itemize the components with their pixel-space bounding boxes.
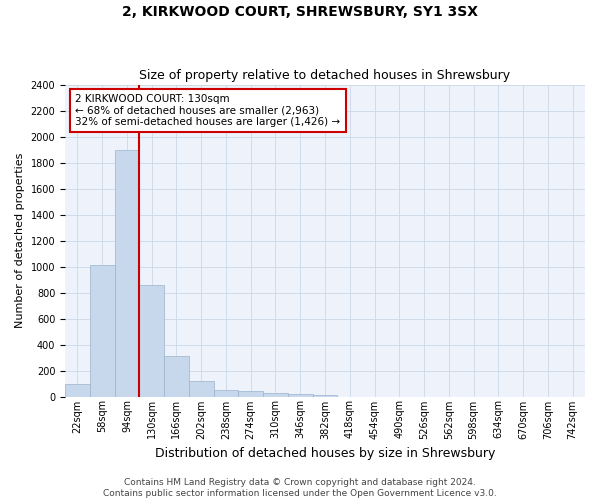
Y-axis label: Number of detached properties: Number of detached properties xyxy=(15,153,25,328)
Bar xyxy=(164,356,189,397)
Bar xyxy=(90,265,115,396)
Bar xyxy=(288,394,313,396)
X-axis label: Distribution of detached houses by size in Shrewsbury: Distribution of detached houses by size … xyxy=(155,447,495,460)
Bar xyxy=(214,390,238,396)
Bar xyxy=(65,384,90,396)
Bar xyxy=(189,381,214,396)
Bar xyxy=(238,392,263,396)
Bar xyxy=(263,392,288,396)
Bar xyxy=(313,395,337,396)
Text: 2 KIRKWOOD COURT: 130sqm
← 68% of detached houses are smaller (2,963)
32% of sem: 2 KIRKWOOD COURT: 130sqm ← 68% of detach… xyxy=(76,94,341,127)
Bar xyxy=(139,284,164,397)
Text: 2, KIRKWOOD COURT, SHREWSBURY, SY1 3SX: 2, KIRKWOOD COURT, SHREWSBURY, SY1 3SX xyxy=(122,5,478,19)
Title: Size of property relative to detached houses in Shrewsbury: Size of property relative to detached ho… xyxy=(139,69,511,82)
Text: Contains HM Land Registry data © Crown copyright and database right 2024.
Contai: Contains HM Land Registry data © Crown c… xyxy=(103,478,497,498)
Bar xyxy=(115,150,139,396)
